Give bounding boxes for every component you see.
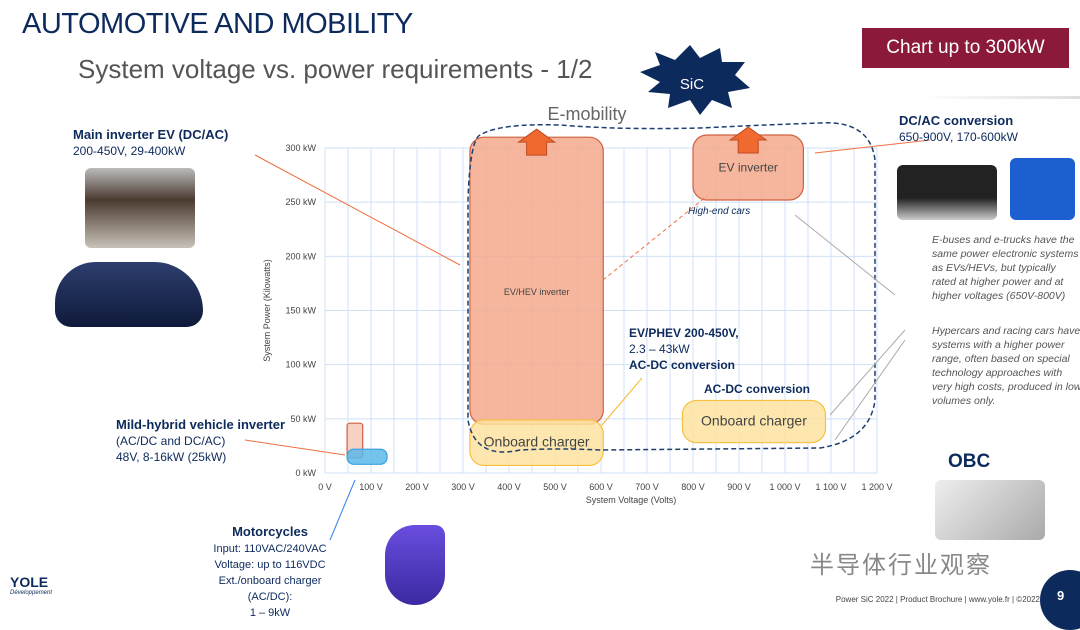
ev-phev-connector [601,377,643,426]
inverter-photo [85,168,195,248]
dcac-callout: DC/AC conversion 650-900V, 170-600kW [899,113,1018,144]
region-ev-hev-inverter [469,136,604,425]
arrow-up-icon [728,126,768,154]
obc-photo [935,480,1045,540]
region-label: EV/HEV inverter [504,287,570,297]
chart: EV/HEV inverter Onboard charger EV inverte… [244,45,931,541]
divider [920,96,1080,99]
main-inverter-callout: Main inverter EV (DC/AC) 200-450V, 29-400… [73,127,229,158]
ebus-note: E-buses and e-trucks have the same power… [932,234,1079,302]
x-tick-label: 1 200 V [861,482,892,492]
note-connector [794,214,896,296]
truck-photo [1010,158,1075,220]
ev-phev-callout: EV/PHEV 200-450V, 2.3 – 43kW AC-DC convers… [629,326,739,372]
x-tick-label: 100 V [359,482,383,492]
x-tick-label: 600 V [589,482,613,492]
region-onboard-charger [681,399,827,444]
y-tick-label: 150 kW [285,306,316,316]
x-tick-label: 200 V [405,482,429,492]
acdc-callout: AC-DC conversion [704,382,811,396]
car-photo [55,262,203,327]
yole-logo: YOLE Développement [10,574,53,596]
x-tick-label: 800 V [681,482,705,492]
y-tick-label: 250 kW [285,197,316,207]
obc-label: OBC [948,451,991,472]
x-tick-label: 500 V [543,482,567,492]
mild-hybrid-callout: Mild-hybrid vehicle inverter (AC/DC and D… [116,417,286,464]
region-onboard-charger [469,419,604,467]
note-connector [834,339,906,441]
y-tick-label: 50 kW [290,414,316,424]
x-tick-label: 700 V [635,482,659,492]
motorcycles-callout: Motorcycles Input: 110VAC/240VAC Voltage: … [213,524,327,619]
high-end-label: High-end cars [688,206,750,217]
region-small-5 [346,448,388,465]
y-tick-label: 100 kW [285,360,316,370]
mild-hybrid-connector [244,439,346,456]
high-end-connector [602,195,708,281]
x-tick-label: 900 V [727,482,751,492]
motorcycle-connector [329,479,356,541]
y-tick-label: 0 kW [295,468,316,478]
emobility-outline [467,122,876,453]
emobility-label: E-mobility [547,104,626,124]
arrow-up-icon [517,128,557,156]
x-tick-label: 400 V [497,482,521,492]
x-tick-label: 300 V [451,482,475,492]
y-axis-label: System Power (Kilowatts) [262,259,272,362]
hypercar-note: Hypercars and racing cars have systems w… [932,325,1080,407]
x-axis-label: System Voltage (Volts) [586,495,677,505]
page-subtitle: System voltage vs. power requirements - … [78,54,593,84]
main-inverter-connector [254,154,461,266]
bus-photo [897,165,997,220]
footer-text: Power SiC 2022 | Product Brochure | www.… [835,595,1040,604]
x-tick-label: 0 V [318,482,332,492]
chart-range-badge: Chart up to 300kW [862,28,1069,68]
x-tick-label: 1 000 V [769,482,800,492]
sic-starburst [640,45,750,115]
region-label: Onboard charger [484,434,590,450]
watermark: 半导体行业观察 [810,552,992,579]
dcac-connector [814,139,931,154]
sic-label: SiC [680,76,704,93]
region-label: EV inverter [719,161,778,175]
scooter-photo [385,525,445,605]
y-tick-label: 300 kW [285,143,316,153]
region-label: Onboard charger [701,413,807,429]
note-connector [829,329,906,416]
x-tick-label: 1 100 V [815,482,846,492]
y-tick-label: 200 kW [285,251,316,261]
page-title: AUTOMOTIVE AND MOBILITY [22,8,413,40]
